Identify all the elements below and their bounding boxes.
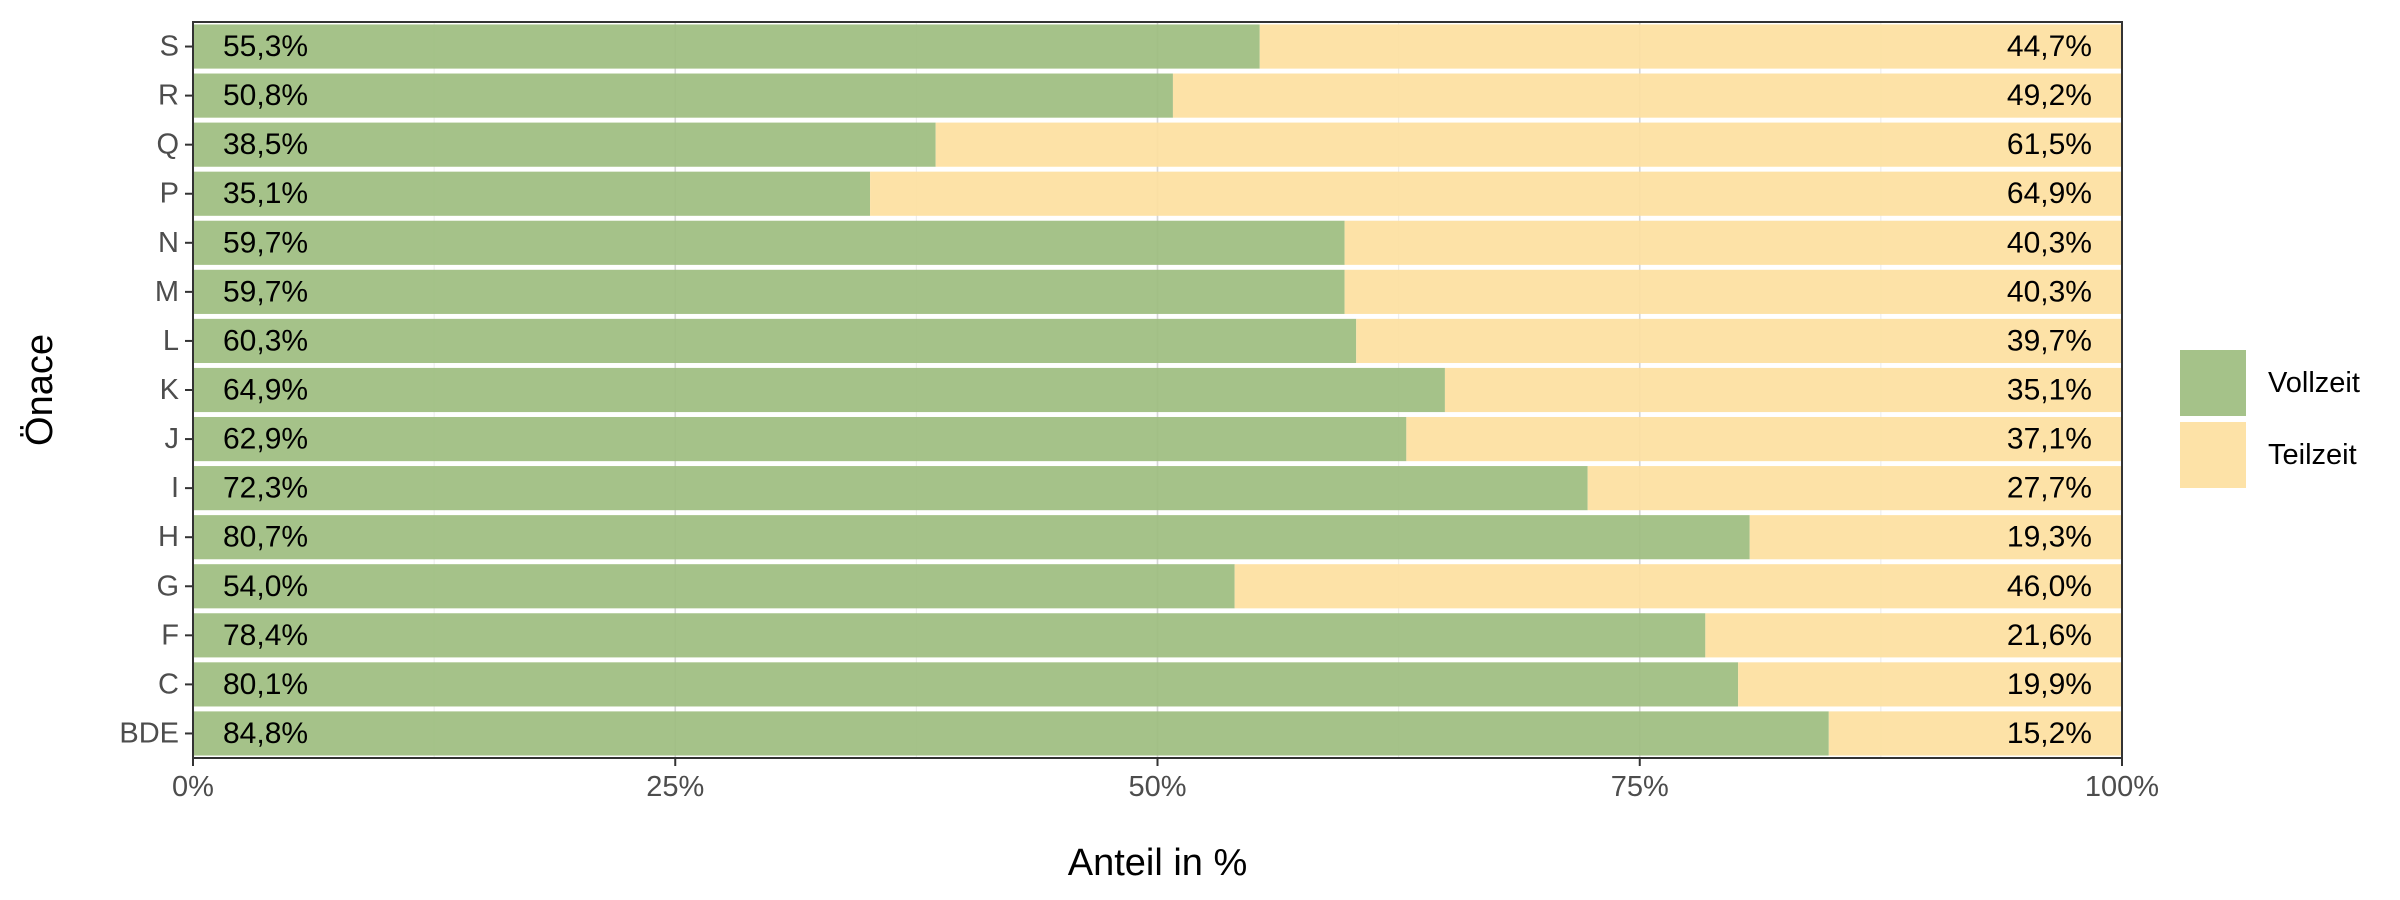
value-label-teilzeit-c: 19,9% <box>2007 668 2092 701</box>
bar-vollzeit-f <box>193 613 1706 658</box>
value-label-teilzeit-g: 46,0% <box>2007 570 2092 603</box>
x-tick-label: 50% <box>1128 771 1186 803</box>
bar-vollzeit-j <box>193 416 1407 462</box>
x-axis-title: Anteil in % <box>1068 842 1248 884</box>
value-label-vollzeit-p: 35,1% <box>223 177 308 210</box>
value-label-teilzeit-h: 19,3% <box>2007 521 2092 554</box>
y-tick-label-q: Q <box>156 129 179 161</box>
value-label-teilzeit-r: 49,2% <box>2007 79 2092 112</box>
value-label-vollzeit-f: 78,4% <box>223 619 308 652</box>
bar-vollzeit-i <box>193 466 1588 511</box>
value-label-vollzeit-bde: 84,8% <box>223 717 308 750</box>
y-axis-title: Önace <box>19 334 61 446</box>
value-label-vollzeit-i: 72,3% <box>223 472 308 505</box>
bar-teilzeit-q <box>935 122 2122 167</box>
bar-vollzeit-l <box>193 318 1357 364</box>
y-tick-label-l: L <box>163 325 179 357</box>
value-label-teilzeit-q: 61,5% <box>2007 128 2092 161</box>
x-tick-label: 75% <box>1611 771 1669 803</box>
legend-label-vollzeit: Vollzeit <box>2268 367 2360 399</box>
x-axis-ticks: 0% 25% 50% 75% 100% <box>172 758 2159 803</box>
x-tick-label: 25% <box>646 771 704 803</box>
bar-vollzeit-s <box>193 24 1260 69</box>
y-tick-label-s: S <box>160 31 179 63</box>
bar-teilzeit-s <box>1259 24 2122 69</box>
bar-vollzeit-bde <box>193 711 1829 756</box>
value-label-vollzeit-g: 54,0% <box>223 570 308 603</box>
bar-teilzeit-g <box>1234 564 2122 609</box>
bar-teilzeit-r <box>1172 73 2122 118</box>
y-tick-label-k: K <box>160 374 180 406</box>
bar-vollzeit-k <box>193 367 1445 413</box>
bar-teilzeit-l <box>1356 318 2122 364</box>
value-label-vollzeit-l: 60,3% <box>223 324 308 357</box>
bar-teilzeit-bde <box>1828 711 2122 756</box>
bar-teilzeit-k <box>1444 367 2122 413</box>
value-label-vollzeit-m: 59,7% <box>223 275 308 308</box>
bar-teilzeit-h <box>1749 515 2122 560</box>
bar-vollzeit-q <box>193 122 936 167</box>
y-tick-label-bde: BDE <box>119 717 179 749</box>
value-label-teilzeit-f: 21,6% <box>2007 619 2092 652</box>
legend-key-vollzeit <box>2180 350 2246 416</box>
bar-vollzeit-c <box>193 662 1739 707</box>
value-label-vollzeit-s: 55,3% <box>223 30 308 63</box>
value-label-teilzeit-m: 40,3% <box>2007 275 2092 308</box>
value-label-vollzeit-r: 50,8% <box>223 79 308 112</box>
bar-teilzeit-f <box>1705 613 2122 658</box>
bar-teilzeit-m <box>1344 269 2122 314</box>
value-label-teilzeit-j: 37,1% <box>2007 423 2092 456</box>
y-tick-label-h: H <box>158 521 179 553</box>
y-tick-label-r: R <box>158 80 179 112</box>
value-label-vollzeit-c: 80,1% <box>223 668 308 701</box>
bar-teilzeit-p <box>870 171 2122 216</box>
y-tick-label-f: F <box>161 619 179 651</box>
bar-teilzeit-j <box>1406 416 2122 462</box>
legend: Vollzeit Teilzeit <box>2180 350 2360 488</box>
value-label-teilzeit-n: 40,3% <box>2007 226 2092 259</box>
bar-vollzeit-h <box>193 515 1750 560</box>
x-tick-label: 0% <box>172 771 214 803</box>
value-label-teilzeit-k: 35,1% <box>2007 374 2092 407</box>
y-tick-label-m: M <box>155 276 179 308</box>
legend-label-teilzeit: Teilzeit <box>2268 439 2357 471</box>
bar-teilzeit-c <box>1738 662 2122 707</box>
value-label-teilzeit-l: 39,7% <box>2007 324 2092 357</box>
y-tick-label-j: J <box>165 423 180 455</box>
bar-vollzeit-r <box>193 73 1173 118</box>
bars <box>193 24 2122 756</box>
value-label-teilzeit-s: 44,7% <box>2007 30 2092 63</box>
bar-teilzeit-n <box>1344 220 2122 265</box>
bar-teilzeit-i <box>1587 466 2122 511</box>
y-tick-label-i: I <box>171 472 179 504</box>
value-label-teilzeit-i: 27,7% <box>2007 472 2092 505</box>
data-labels: 84,8% 15,2% 80,1% 19,9% 78,4% 21,6% 54,0% 46,0%… <box>223 30 2092 750</box>
bar-vollzeit-n <box>193 220 1345 265</box>
bar-vollzeit-p <box>193 171 871 216</box>
value-label-vollzeit-j: 62,9% <box>223 423 308 456</box>
legend-key-teilzeit <box>2180 422 2246 488</box>
value-label-teilzeit-p: 64,9% <box>2007 177 2092 210</box>
value-label-vollzeit-h: 80,7% <box>223 521 308 554</box>
y-tick-label-p: P <box>160 178 179 210</box>
y-tick-label-c: C <box>158 668 179 700</box>
value-label-vollzeit-n: 59,7% <box>223 226 308 259</box>
value-label-vollzeit-k: 64,9% <box>223 374 308 407</box>
bar-vollzeit-m <box>193 269 1345 314</box>
bar-vollzeit-g <box>193 564 1235 609</box>
value-label-vollzeit-q: 38,5% <box>223 128 308 161</box>
value-label-teilzeit-bde: 15,2% <box>2007 717 2092 750</box>
y-tick-label-g: G <box>156 570 179 602</box>
y-tick-label-n: N <box>158 227 179 259</box>
x-tick-label: 100% <box>2085 771 2159 803</box>
